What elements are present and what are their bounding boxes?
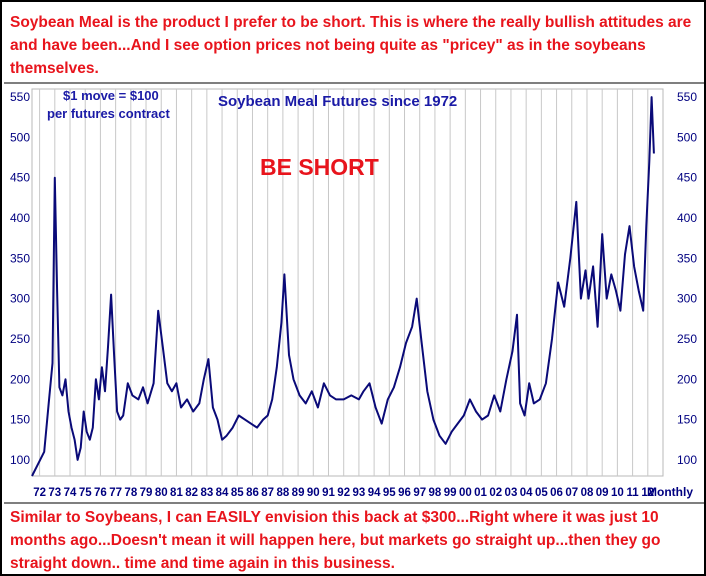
top-commentary: Soybean Meal is the product I prefer to … xyxy=(10,14,692,77)
x-tick-label: 05 xyxy=(535,487,548,499)
x-tick-label: 12 xyxy=(641,487,654,499)
x-tick-label: 90 xyxy=(307,487,320,499)
x-tick-label: 87 xyxy=(261,487,274,499)
x-tick-label: 06 xyxy=(550,487,563,499)
chart-area: 100 150 200 250 300 350 400 450 500 550 100 150 200… xyxy=(4,82,704,504)
x-tick-label: 86 xyxy=(246,487,259,499)
x-tick-label: 81 xyxy=(170,487,183,499)
x-tick-label: 01 xyxy=(474,487,487,499)
y-tick-label-right: 150 xyxy=(677,413,697,427)
grid-lines xyxy=(39,89,649,476)
x-tick-label: 91 xyxy=(322,487,335,499)
x-tick-label: 07 xyxy=(565,487,578,499)
x-tick-label: 00 xyxy=(459,487,472,499)
y-tick-label-left: 350 xyxy=(10,251,30,265)
x-tick-label: 96 xyxy=(398,487,411,499)
y-tick-label-left: 300 xyxy=(10,292,30,306)
contract-note-line-1: $1 move = $100 xyxy=(63,88,159,103)
x-tick-label: 72 xyxy=(33,487,46,499)
be-short-callout: BE SHORT xyxy=(260,154,379,180)
frequency-label: Monthly xyxy=(647,485,693,499)
x-tick-label: 11 xyxy=(627,487,640,499)
y-tick-label-left: 250 xyxy=(10,332,30,346)
bottom-commentary: Similar to Soybeans, I can EASILY envisi… xyxy=(10,509,661,572)
x-tick-label: 10 xyxy=(611,487,624,499)
x-axis: 72 73 74 75 76 77 78 79 80 81 82 83 84 85 86 87 88 89 90 91… xyxy=(33,487,654,499)
y-tick-label-right: 500 xyxy=(677,130,697,144)
y-tick-label-left: 150 xyxy=(10,413,30,427)
y-tick-label-right: 250 xyxy=(677,332,697,346)
x-tick-label: 97 xyxy=(413,487,426,499)
y-tick-label-right: 350 xyxy=(677,251,697,265)
x-tick-label: 84 xyxy=(216,487,229,499)
y-tick-label-right: 100 xyxy=(677,453,697,467)
x-tick-label: 09 xyxy=(596,487,609,499)
x-tick-label: 82 xyxy=(185,487,198,499)
y-tick-label-left: 550 xyxy=(10,90,30,104)
y-tick-label-left: 450 xyxy=(10,171,30,185)
x-tick-label: 88 xyxy=(276,487,289,499)
y-tick-label-right: 200 xyxy=(677,372,697,386)
y-axis-left: 100 150 200 250 300 350 400 450 500 550 xyxy=(10,90,30,467)
y-tick-label-right: 300 xyxy=(677,292,697,306)
plot-area xyxy=(31,88,664,477)
x-tick-label: 83 xyxy=(200,487,213,499)
y-tick-label-left: 100 xyxy=(10,453,30,467)
x-tick-label: 76 xyxy=(94,487,107,499)
x-tick-label: 04 xyxy=(520,487,533,499)
x-tick-label: 94 xyxy=(368,487,381,499)
x-tick-label: 92 xyxy=(337,487,350,499)
x-tick-label: 80 xyxy=(155,487,168,499)
chart-title: Soybean Meal Futures since 1972 xyxy=(218,93,457,110)
contract-note-line-2: per futures contract xyxy=(47,106,170,121)
y-tick-label-left: 200 xyxy=(10,372,30,386)
x-tick-label: 73 xyxy=(48,487,61,499)
x-tick-label: 95 xyxy=(383,487,396,499)
x-tick-label: 74 xyxy=(64,487,77,499)
y-tick-label-right: 550 xyxy=(677,90,697,104)
y-tick-label-right: 450 xyxy=(677,171,697,185)
x-tick-label: 08 xyxy=(581,487,594,499)
x-tick-label: 98 xyxy=(429,487,442,499)
price-chart: 100 150 200 250 300 350 400 450 500 550 100 150 200… xyxy=(10,88,697,499)
price-series-line xyxy=(31,96,655,477)
x-tick-label: 03 xyxy=(505,487,518,499)
y-tick-label-left: 400 xyxy=(10,211,30,225)
y-tick-label-left: 500 xyxy=(10,130,30,144)
x-tick-label: 77 xyxy=(109,487,122,499)
x-tick-label: 75 xyxy=(79,487,92,499)
y-axis-right: 100 150 200 250 300 350 400 450 500 550 xyxy=(677,90,697,467)
x-tick-label: 79 xyxy=(140,487,153,499)
x-tick-label: 99 xyxy=(444,487,457,499)
x-tick-label: 85 xyxy=(231,487,244,499)
x-tick-label: 93 xyxy=(353,487,366,499)
x-tick-label: 78 xyxy=(124,487,137,499)
x-tick-label: 02 xyxy=(489,487,502,499)
x-tick-label: 89 xyxy=(292,487,305,499)
y-tick-label-right: 400 xyxy=(677,211,697,225)
